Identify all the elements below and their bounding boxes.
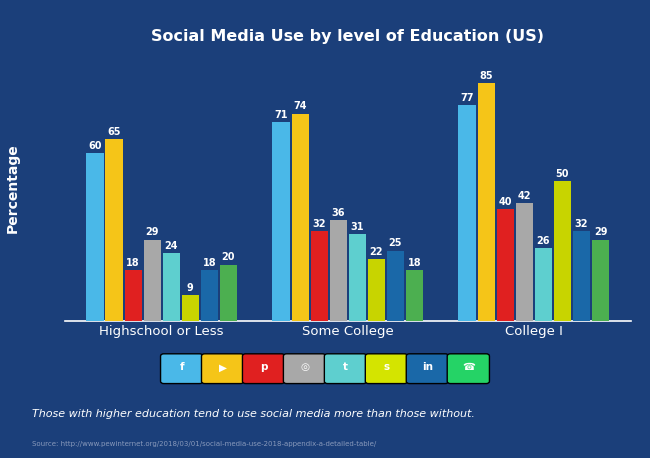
- Bar: [220, 265, 237, 321]
- Text: 18: 18: [126, 258, 140, 268]
- Text: 74: 74: [293, 101, 307, 111]
- Text: 42: 42: [517, 191, 531, 201]
- Text: Percentage: Percentage: [6, 143, 20, 233]
- Text: 29: 29: [593, 227, 607, 237]
- Text: 24: 24: [164, 241, 178, 251]
- Text: in: in: [422, 362, 433, 372]
- Text: s: s: [384, 362, 389, 372]
- Bar: [406, 270, 423, 321]
- Bar: [182, 295, 199, 321]
- Text: 18: 18: [203, 258, 216, 268]
- Text: 25: 25: [389, 239, 402, 248]
- Text: 9: 9: [187, 283, 194, 293]
- Text: p: p: [260, 362, 267, 372]
- Text: 60: 60: [88, 141, 102, 151]
- Bar: [478, 83, 495, 321]
- Bar: [368, 259, 385, 321]
- Text: t: t: [343, 362, 348, 372]
- Text: f: f: [179, 362, 184, 372]
- Text: 50: 50: [556, 169, 569, 179]
- Bar: [311, 231, 328, 321]
- Text: 85: 85: [479, 71, 493, 81]
- Text: 22: 22: [370, 247, 383, 257]
- Bar: [105, 139, 123, 321]
- Title: Social Media Use by level of Education (US): Social Media Use by level of Education (…: [151, 29, 544, 44]
- Bar: [291, 114, 309, 321]
- Bar: [387, 251, 404, 321]
- Text: 26: 26: [536, 236, 550, 245]
- Text: 71: 71: [274, 110, 288, 120]
- Bar: [535, 248, 552, 321]
- Text: 29: 29: [146, 227, 159, 237]
- Bar: [330, 220, 347, 321]
- Text: 32: 32: [313, 219, 326, 229]
- Bar: [515, 203, 533, 321]
- Text: 18: 18: [408, 258, 421, 268]
- Text: 20: 20: [222, 252, 235, 262]
- Bar: [348, 234, 366, 321]
- Bar: [86, 153, 103, 321]
- Bar: [573, 231, 590, 321]
- Bar: [272, 122, 290, 321]
- Text: Source: http://www.pewinternet.org/2018/03/01/social-media-use-2018-appendix-a-d: Source: http://www.pewinternet.org/2018/…: [32, 441, 377, 447]
- Bar: [497, 209, 514, 321]
- Bar: [592, 240, 609, 321]
- Text: ◎: ◎: [300, 362, 309, 372]
- Text: ▶: ▶: [218, 362, 227, 372]
- Bar: [554, 181, 571, 321]
- Text: ☎: ☎: [462, 362, 474, 372]
- Bar: [162, 253, 180, 321]
- Text: 40: 40: [499, 196, 512, 207]
- Text: Those with higher education tend to use social media more than those without.: Those with higher education tend to use …: [32, 409, 475, 420]
- Bar: [458, 105, 476, 321]
- Bar: [125, 270, 142, 321]
- Text: 65: 65: [107, 126, 121, 136]
- Bar: [201, 270, 218, 321]
- Text: 31: 31: [350, 222, 364, 232]
- Text: 36: 36: [332, 207, 345, 218]
- Bar: [144, 240, 161, 321]
- Text: 32: 32: [575, 219, 588, 229]
- Text: 77: 77: [460, 93, 474, 103]
